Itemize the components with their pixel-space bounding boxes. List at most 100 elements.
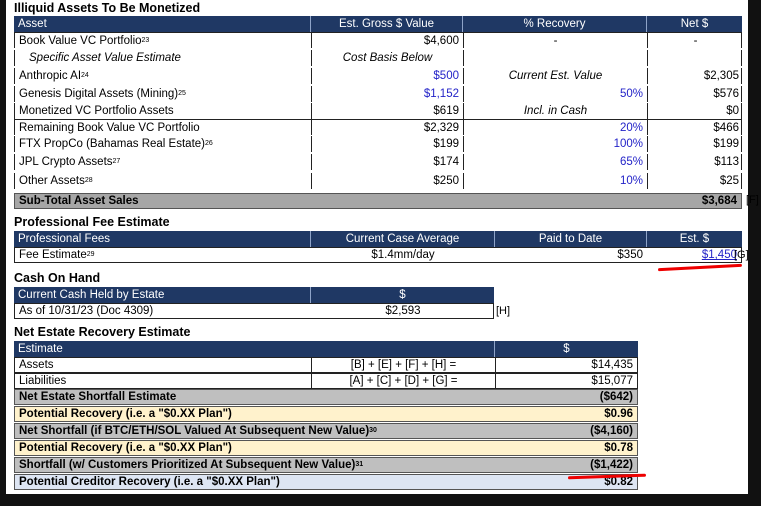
- estimate-formula: [A] + [C] + [D] + [G] =: [311, 374, 495, 388]
- col-header-fees: Professional Fees: [18, 233, 111, 245]
- asset-gross: $500: [311, 68, 463, 84]
- col-header-cash: Current Cash Held by Estate: [18, 289, 165, 301]
- summary-value: ($1,422): [590, 459, 633, 471]
- asset-row: Remaining Book Value VC Portfolio $2,329 2…: [14, 119, 742, 135]
- summary-value: ($4,160): [590, 425, 633, 437]
- asset-gross: $619: [311, 103, 463, 119]
- summary-label-text: Net Estate Shortfall Estimate: [19, 391, 177, 403]
- section-title-net-estate: Net Estate Recovery Estimate: [14, 324, 414, 340]
- summary-value: $0.78: [604, 442, 633, 454]
- summary-label: Potential Recovery (i.e. a "$0.XX Plan"): [15, 407, 515, 421]
- asset-name-text: Monetized VC Portfolio Assets: [19, 105, 174, 117]
- asset-row: Specific Asset Value Estimate Cost Basis …: [14, 50, 742, 66]
- col-header-net: Net $: [646, 16, 742, 32]
- asset-name-text: Remaining Book Value VC Portfolio: [19, 121, 200, 134]
- estimate-label: Liabilities: [19, 375, 67, 387]
- summary-label-text: Potential Creditor Recovery (i.e. a "$0.…: [19, 476, 280, 488]
- asset-net: $2,305: [647, 68, 743, 84]
- col-header-recovery: % Recovery: [462, 16, 646, 32]
- summary-row: Shortfall (w/ Customers Prioritized At S…: [14, 457, 638, 473]
- asset-name: FTX PropCo (Bahamas Real Estate) 26: [19, 138, 213, 150]
- asset-recovery: -: [463, 33, 647, 48]
- estimate-value: $15,077: [495, 374, 637, 388]
- asset-recovery: 20%: [463, 120, 647, 135]
- fee-estimate-label: Fee Estimate 29: [19, 249, 95, 261]
- fee-est: $1,450: [701, 249, 737, 261]
- summary-label-text: Net Shortfall (if BTC/ETH/SOL Valued At …: [19, 425, 370, 437]
- subtotal-value: $3,684: [701, 195, 737, 207]
- asset-row: Other Assets 28 $250 10% $25: [14, 173, 742, 189]
- asset-name: Remaining Book Value VC Portfolio: [15, 120, 311, 135]
- fees-header-row: Professional Fees Current Case Average P…: [14, 231, 742, 247]
- red-underline-fee: [657, 263, 743, 272]
- asset-name: Monetized VC Portfolio Assets: [15, 103, 311, 119]
- asset-recovery: 10%: [463, 173, 647, 189]
- asset-row: FTX PropCo (Bahamas Real Estate) 26 $199 10…: [14, 136, 742, 152]
- summary-label: Potential Creditor Recovery (i.e. a "$0.…: [15, 475, 515, 489]
- col-header-cash-value: $: [310, 287, 494, 303]
- asset-name: Anthropic AI 24: [19, 70, 89, 82]
- asset-name-text: Specific Asset Value Estimate: [29, 52, 181, 64]
- summary-label: Net Estate Shortfall Estimate: [15, 390, 515, 404]
- col-header-gross: Est. Gross $ Value: [310, 16, 462, 32]
- section-title: Professional Fee Estimate: [14, 215, 170, 229]
- marker-g: [G]: [734, 249, 749, 261]
- section-title: Illiquid Assets To Be Monetized: [14, 1, 201, 15]
- asset-net: $0: [647, 103, 743, 119]
- estimate-row: Liabilities [A] + [C] + [D] + [G] = $15,07…: [14, 373, 638, 389]
- summary-label: Shortfall (w/ Customers Prioritized At S…: [19, 459, 364, 471]
- asset-gross: $174: [311, 154, 463, 170]
- asset-recovery: Current Est. Value: [463, 68, 647, 84]
- subtotal-row: Sub-Total Asset Sales $3,684: [14, 193, 742, 209]
- section-title-cash: Cash On Hand: [14, 270, 414, 286]
- summary-row: Net Shortfall (if BTC/ETH/SOL Valued At …: [14, 423, 638, 439]
- summary-row: Net Estate Shortfall Estimate ($642): [14, 389, 638, 405]
- asset-row: Genesis Digital Assets (Mining) 25 $1,152 5…: [14, 86, 742, 102]
- asset-gross: $199: [311, 136, 463, 152]
- asset-row: JPL Crypto Assets 27 $174 65% $113: [14, 154, 742, 170]
- summary-label: Potential Recovery (i.e. a "$0.XX Plan"): [15, 441, 515, 455]
- asset-name: Specific Asset Value Estimate: [15, 50, 311, 66]
- asset-name-text: Other Assets: [19, 175, 85, 187]
- summary-row: Potential Recovery (i.e. a "$0.XX Plan")…: [14, 406, 638, 422]
- asset-net: $113: [647, 154, 743, 170]
- summary-label-text: Shortfall (w/ Customers Prioritized At S…: [19, 459, 356, 471]
- asset-name: Other Assets 28: [19, 175, 93, 187]
- assets-header-row: Asset Est. Gross $ Value % Recovery Net …: [14, 16, 742, 32]
- estimate-value: $14,435: [495, 358, 637, 372]
- marker-h: [H]: [496, 305, 511, 317]
- cash-row: As of 10/31/23 (Doc 4309) $2,593: [14, 303, 494, 319]
- summary-value: $0.96: [604, 408, 633, 420]
- estimate-label: Assets: [19, 359, 54, 371]
- col-header-asset: Asset: [18, 18, 47, 30]
- asset-recovery: 65%: [463, 154, 647, 170]
- asset-name-text: Anthropic AI: [19, 70, 82, 82]
- fee-paid: $350: [617, 249, 643, 261]
- col-header-est: Est. $: [646, 231, 742, 247]
- fee-label-text: Fee Estimate: [19, 249, 87, 261]
- estimate-row: Assets [B] + [E] + [F] + [H] = $14,435: [14, 357, 638, 373]
- summary-row: Potential Creditor Recovery (i.e. a "$0.…: [14, 474, 638, 490]
- asset-gross: $2,329: [311, 120, 463, 135]
- asset-net: -: [647, 33, 743, 48]
- marker-f: [F]: [746, 194, 759, 206]
- asset-gross: Cost Basis Below: [311, 50, 463, 66]
- asset-row: Anthropic AI 24 $500 Current Est. Value $2,3…: [14, 68, 742, 84]
- asset-net: $25: [647, 173, 743, 189]
- asset-name-text: Genesis Digital Assets (Mining): [19, 88, 179, 100]
- estimate-formula: [B] + [E] + [F] + [H] =: [311, 358, 495, 372]
- asset-gross: $250: [311, 173, 463, 189]
- summary-label: Net Shortfall (if BTC/ETH/SOL Valued At …: [19, 425, 377, 437]
- asset-name: Book Value VC Portfolio 23: [19, 34, 150, 47]
- asset-name-text: JPL Crypto Assets: [19, 156, 113, 168]
- asset-name: Genesis Digital Assets (Mining) 25: [19, 88, 186, 100]
- summary-label-text: Potential Recovery (i.e. a "$0.XX Plan"): [19, 442, 232, 454]
- section-title: Net Estate Recovery Estimate: [14, 325, 191, 339]
- col-header-paid: Paid to Date: [494, 231, 646, 247]
- section-title: Cash On Hand: [14, 271, 101, 285]
- summary-row: Potential Recovery (i.e. a "$0.XX Plan")…: [14, 440, 638, 456]
- asset-net: $576: [647, 86, 743, 102]
- asset-name-text: Book Value VC Portfolio: [19, 34, 142, 47]
- asset-net: $199: [647, 136, 743, 152]
- asset-row: Monetized VC Portfolio Assets $619 Incl. i…: [14, 103, 742, 119]
